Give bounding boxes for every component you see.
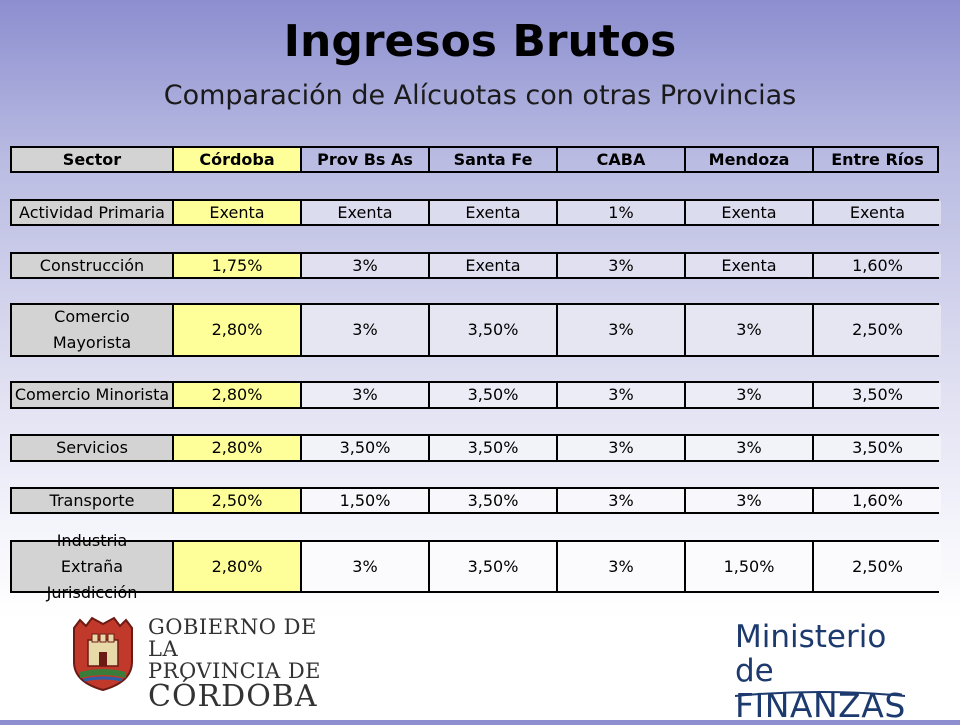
header-caba: CABA	[558, 148, 686, 171]
rate-cell: Exenta	[430, 201, 558, 224]
rate-cell: 3%	[686, 489, 814, 512]
gobierno-line3: CÓRDOBA	[148, 679, 318, 714]
header-prov-bs-as: Prov Bs As	[302, 148, 430, 171]
rate-cell: 3,50%	[814, 383, 941, 407]
gobierno-logo-text: GOBIERNO DE LA PROVINCIA DE CÓRDOBA	[148, 616, 340, 712]
rate-cell: 3,50%	[430, 383, 558, 407]
rate-cell: 2,80%	[174, 542, 302, 591]
rate-cell: Exenta	[302, 201, 430, 224]
rate-cell: 2,50%	[174, 489, 302, 512]
rate-cell: 3,50%	[430, 489, 558, 512]
rate-cell: 3%	[302, 383, 430, 407]
sector-cell: Servicios	[12, 436, 174, 460]
sector-cell: Transporte	[12, 489, 174, 512]
rate-cell: Exenta	[686, 201, 814, 224]
rate-cell: Exenta	[686, 254, 814, 277]
rate-cell: Exenta	[430, 254, 558, 277]
gobierno-line1: GOBIERNO DE LA	[148, 615, 317, 661]
sector-cell: Comercio Mayorista	[12, 305, 174, 355]
rate-cell: 1,50%	[686, 542, 814, 591]
rate-cell: Exenta	[814, 201, 941, 224]
rate-cell: 2,50%	[814, 305, 941, 355]
sector-cell: Construcción	[12, 254, 174, 277]
table-row: Actividad Primaria Exenta Exenta Exenta …	[10, 199, 941, 226]
rate-cell: 3%	[558, 489, 686, 512]
rate-cell: 3%	[558, 305, 686, 355]
header-entre-rios: Entre Ríos	[831, 149, 924, 169]
table-row: Servicios 2,80% 3,50% 3,50% 3% 3% 3,50%	[10, 434, 941, 462]
page-subtitle: Comparación de Alícuotas con otras Provi…	[163, 80, 797, 111]
rate-cell: 2,80%	[174, 436, 302, 460]
rate-cell: 1,50%	[302, 489, 430, 512]
rate-cell: 3%	[302, 542, 430, 591]
gobierno-cordoba-logo: GOBIERNO DE LA PROVINCIA DE CÓRDOBA	[70, 616, 340, 712]
rate-cell: 3%	[686, 305, 814, 355]
ministerio-line1: Ministerio de	[735, 619, 887, 689]
cordoba-coat-of-arms-icon	[73, 616, 133, 692]
rate-cell: 1,75%	[174, 254, 302, 277]
rate-cell: 3%	[302, 254, 430, 277]
sector-cell: Industria Extraña Jurisdicción	[12, 531, 174, 602]
page-title: Ingresos Brutos	[283, 16, 677, 67]
header-cordoba: Córdoba	[174, 148, 302, 171]
table-row: Transporte 2,50% 1,50% 3,50% 3% 3% 1,60%	[10, 487, 941, 514]
rate-cell: 3%	[686, 436, 814, 460]
sector-cell: Comercio Minorista	[12, 383, 174, 407]
table-row: Construcción 1,75% 3% Exenta 3% Exenta 1…	[10, 252, 941, 279]
rate-cell: 3%	[558, 542, 686, 591]
header-mendoza: Mendoza	[686, 148, 814, 171]
table-row: Industria Extraña Jurisdicción 2,80% 3% …	[10, 531, 941, 602]
rate-cell: 2,50%	[814, 542, 941, 591]
header-santa-fe: Santa Fe	[430, 148, 558, 171]
ministerio-swoosh-icon	[735, 691, 905, 697]
rate-cell: 3,50%	[430, 305, 558, 355]
rate-cell: 3%	[686, 383, 814, 407]
rate-cell: 1,60%	[814, 254, 941, 277]
table-header-row: Sector Córdoba Prov Bs As Santa Fe CABA …	[10, 146, 939, 173]
rate-cell: 3%	[558, 254, 686, 277]
rate-cell: 1%	[558, 201, 686, 224]
header-sector: Sector	[12, 148, 174, 171]
rate-cell: 3,50%	[302, 436, 430, 460]
rate-cell: 1,60%	[814, 489, 941, 512]
rate-cell: 3%	[558, 383, 686, 407]
table-row: Comercio Minorista 2,80% 3% 3,50% 3% 3% …	[10, 381, 941, 409]
rate-cell: 2,80%	[174, 383, 302, 407]
rate-cell: 2,80%	[174, 305, 302, 355]
rate-cell: 3%	[302, 305, 430, 355]
gobierno-line2: PROVINCIA DE	[148, 659, 321, 683]
sector-cell: Actividad Primaria	[12, 201, 174, 224]
rate-cell: 3,50%	[430, 436, 558, 460]
table-row: Comercio Mayorista 2,80% 3% 3,50% 3% 3% …	[10, 303, 941, 357]
ministerio-finanzas-logo: Ministerio de FINANZAS	[735, 619, 915, 724]
rate-cell: 3%	[558, 436, 686, 460]
rate-cell: 3,50%	[814, 436, 941, 460]
rate-cell: 3,50%	[430, 542, 558, 591]
rate-cell: Exenta	[174, 201, 302, 224]
